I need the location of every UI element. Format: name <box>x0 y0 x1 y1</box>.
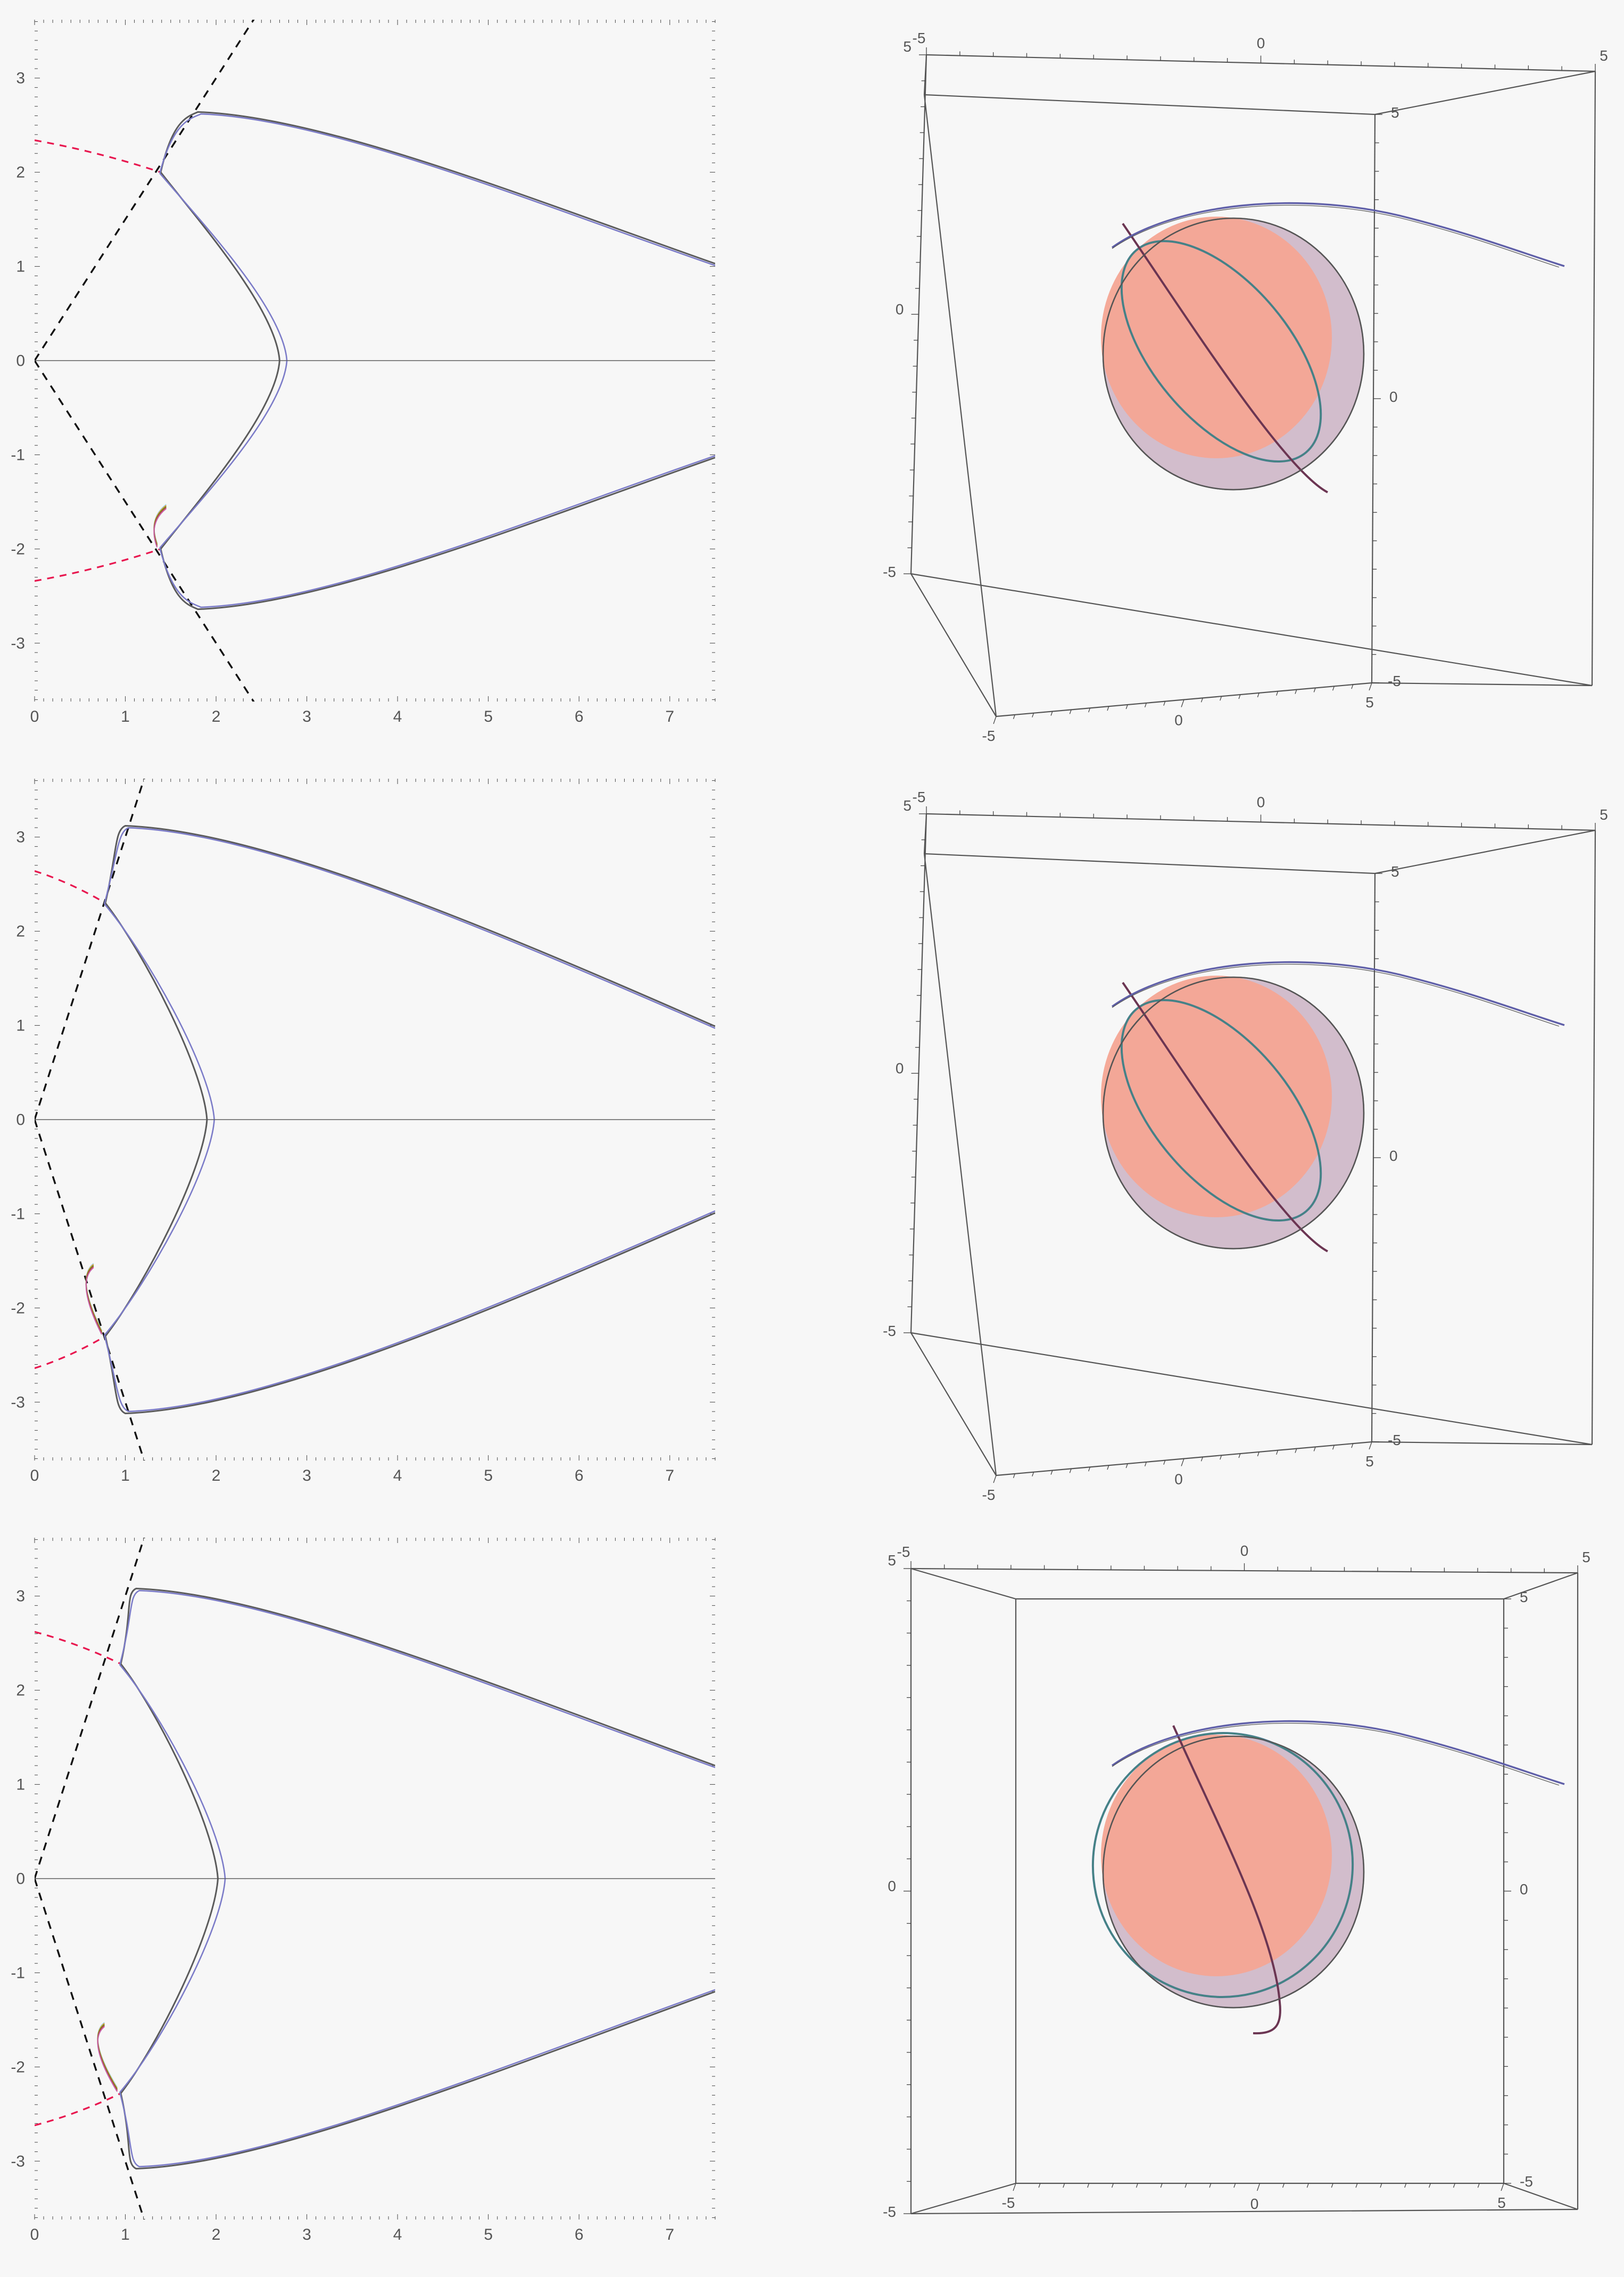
svg-text:0: 0 <box>896 301 904 318</box>
svg-text:0: 0 <box>1174 712 1183 729</box>
svg-text:-5: -5 <box>1520 2173 1533 2190</box>
svg-text:3: 3 <box>16 829 25 846</box>
svg-text:3: 3 <box>302 1467 311 1484</box>
svg-text:5: 5 <box>903 797 912 814</box>
svg-text:0: 0 <box>1389 389 1398 405</box>
svg-text:5: 5 <box>1520 1589 1528 1605</box>
svg-text:-5: -5 <box>913 30 926 46</box>
svg-text:-5: -5 <box>883 1323 896 1339</box>
svg-text:0: 0 <box>16 352 25 370</box>
svg-text:5: 5 <box>484 2226 493 2243</box>
svg-text:3: 3 <box>302 708 311 725</box>
svg-text:5: 5 <box>484 708 493 725</box>
svg-text:-5: -5 <box>982 728 996 744</box>
svg-text:5: 5 <box>1600 47 1608 64</box>
svg-text:0: 0 <box>1174 1471 1183 1488</box>
svg-text:5: 5 <box>1365 1453 1374 1470</box>
svg-text:-3: -3 <box>11 2152 25 2170</box>
svg-text:-3: -3 <box>11 634 25 652</box>
svg-text:4: 4 <box>393 1467 402 1484</box>
svg-text:-3: -3 <box>11 1393 25 1411</box>
svg-text:-1: -1 <box>11 1205 25 1223</box>
svg-text:0: 0 <box>16 1870 25 1888</box>
svg-text:3: 3 <box>302 2226 311 2243</box>
svg-text:4: 4 <box>393 708 402 725</box>
svg-text:-5: -5 <box>883 2204 896 2220</box>
svg-text:7: 7 <box>665 1467 674 1484</box>
svg-text:5: 5 <box>484 1467 493 1484</box>
svg-text:3: 3 <box>16 70 25 87</box>
svg-text:1: 1 <box>121 2226 130 2243</box>
svg-text:0: 0 <box>1257 35 1265 52</box>
svg-text:1: 1 <box>16 1017 25 1035</box>
svg-text:0: 0 <box>30 1467 39 1484</box>
svg-text:1: 1 <box>121 1467 130 1484</box>
svg-text:3: 3 <box>16 1588 25 1605</box>
svg-text:1: 1 <box>16 258 25 276</box>
svg-text:-5: -5 <box>1002 2194 1015 2211</box>
svg-text:0: 0 <box>30 708 39 725</box>
svg-text:-2: -2 <box>11 1299 25 1317</box>
svg-text:6: 6 <box>575 1467 584 1484</box>
svg-text:2: 2 <box>16 164 25 182</box>
svg-text:-5: -5 <box>1388 1432 1401 1448</box>
svg-text:1: 1 <box>121 708 130 725</box>
svg-text:5: 5 <box>1582 1549 1590 1565</box>
svg-text:6: 6 <box>575 708 584 725</box>
svg-text:5: 5 <box>1365 694 1374 711</box>
svg-text:5: 5 <box>1391 104 1399 121</box>
svg-text:7: 7 <box>665 708 674 725</box>
svg-text:7: 7 <box>665 2226 674 2243</box>
svg-text:0: 0 <box>888 1878 896 1894</box>
svg-text:2: 2 <box>212 2226 221 2243</box>
svg-text:5: 5 <box>1497 2194 1506 2211</box>
svg-text:0: 0 <box>1389 1148 1398 1164</box>
svg-text:-5: -5 <box>982 1487 996 1503</box>
svg-text:0: 0 <box>896 1060 904 1077</box>
svg-text:0: 0 <box>1250 2196 1259 2212</box>
svg-text:0: 0 <box>30 2226 39 2243</box>
svg-text:4: 4 <box>393 2226 402 2243</box>
svg-text:0: 0 <box>16 1111 25 1129</box>
svg-text:1: 1 <box>16 1776 25 1794</box>
svg-text:2: 2 <box>212 708 221 725</box>
svg-text:0: 0 <box>1520 1881 1528 1898</box>
svg-text:-5: -5 <box>1388 673 1401 689</box>
svg-text:2: 2 <box>212 1467 221 1484</box>
svg-text:-1: -1 <box>11 446 25 464</box>
svg-text:0: 0 <box>1257 794 1265 811</box>
svg-text:-2: -2 <box>11 2058 25 2076</box>
svg-text:-5: -5 <box>913 789 926 805</box>
svg-text:-5: -5 <box>883 564 896 580</box>
svg-text:-2: -2 <box>11 540 25 558</box>
svg-text:2: 2 <box>16 923 25 940</box>
svg-text:0: 0 <box>1240 1542 1249 1559</box>
svg-text:5: 5 <box>1600 806 1608 823</box>
svg-text:-1: -1 <box>11 1964 25 1982</box>
svg-text:5: 5 <box>903 38 912 55</box>
svg-text:5: 5 <box>888 1552 896 1569</box>
svg-text:6: 6 <box>575 2226 584 2243</box>
svg-text:5: 5 <box>1391 863 1399 880</box>
svg-text:-5: -5 <box>897 1544 910 1560</box>
svg-text:2: 2 <box>16 1682 25 1700</box>
